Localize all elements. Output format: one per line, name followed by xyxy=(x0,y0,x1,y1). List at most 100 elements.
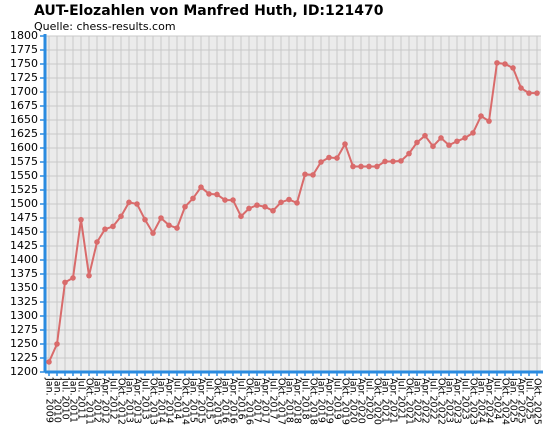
data-point xyxy=(382,158,388,165)
data-point xyxy=(526,90,532,96)
y-tick-label: 1425 xyxy=(10,239,38,252)
x-tick-label: Apr. 2013 xyxy=(132,378,143,424)
y-tick-label: 1550 xyxy=(10,169,38,182)
y-tick-label: 1625 xyxy=(10,127,38,140)
y-tick-label: 1475 xyxy=(10,211,38,224)
y-tick-label: 1250 xyxy=(10,337,38,350)
x-tick-label: Jul. 2011 xyxy=(76,377,87,420)
x-tick-label: Apr. 2020 xyxy=(356,378,367,424)
chart-subtitle: Quelle: chess-results.com xyxy=(34,20,176,33)
data-point xyxy=(142,216,148,223)
y-tick-label: 1450 xyxy=(10,225,38,238)
data-point xyxy=(62,279,68,286)
data-point xyxy=(414,139,420,146)
x-tick-label: Okt. 2021 xyxy=(404,378,415,425)
data-point xyxy=(102,226,108,232)
x-tick-label: Okt. 2011 xyxy=(84,378,95,425)
x-tick-label: Jul. 2020 xyxy=(364,377,375,420)
y-tick-label: 1775 xyxy=(10,43,38,56)
x-tick-label: Jan. 2018 xyxy=(284,377,295,423)
x-tick-label: Jan. 2020 xyxy=(348,377,359,423)
x-tick-label: Okt. 2022 xyxy=(436,378,447,425)
x-tick-label: Jan. 2022 xyxy=(412,377,423,423)
data-point xyxy=(270,207,276,214)
data-point xyxy=(214,191,220,198)
x-tick-label: Jan. 2021 xyxy=(380,377,391,423)
x-tick-label: Jan. 2011 xyxy=(68,377,79,423)
x-tick-label: Jan. 2017 xyxy=(252,377,263,423)
data-point xyxy=(254,202,260,208)
x-tick-label: Okt. 2024 xyxy=(500,378,511,425)
x-tick-label: Jul. 2010 xyxy=(60,377,71,420)
data-point xyxy=(286,196,292,203)
x-tick-label: Apr. 2024 xyxy=(484,378,495,424)
data-point xyxy=(366,163,372,170)
data-point xyxy=(406,150,412,157)
data-point xyxy=(430,143,436,150)
y-tick-label: 1225 xyxy=(10,351,38,364)
data-point xyxy=(462,135,468,141)
y-tick-label: 1700 xyxy=(10,85,38,98)
data-point xyxy=(54,341,60,347)
data-point xyxy=(222,197,228,203)
data-point xyxy=(166,222,172,229)
data-point xyxy=(206,191,212,197)
data-point xyxy=(294,200,300,206)
data-point xyxy=(278,199,284,206)
data-point xyxy=(510,65,516,71)
y-tick-label: 1325 xyxy=(10,295,38,308)
y-tick-label: 1650 xyxy=(10,113,38,126)
y-tick-label: 1200 xyxy=(10,365,38,378)
data-point xyxy=(150,230,156,236)
x-tick-label: Jul. 2013 xyxy=(140,377,151,420)
data-point xyxy=(318,159,324,165)
data-point xyxy=(302,171,308,178)
x-tick-label: Okt. 2013 xyxy=(148,378,159,425)
y-tick-label: 1525 xyxy=(10,183,38,196)
x-tick-label: Jul. 2015 xyxy=(204,377,215,420)
data-point xyxy=(470,130,476,136)
data-point xyxy=(94,239,100,245)
data-point xyxy=(358,163,364,170)
y-tick-label: 1300 xyxy=(10,309,38,322)
y-tick-label: 1575 xyxy=(10,155,38,168)
y-tick-label: 1725 xyxy=(10,71,38,84)
x-tick-label: Jan. 2010 xyxy=(52,377,63,423)
chart-title: AUT-Elozahlen von Manfred Huth, ID:12147… xyxy=(34,3,384,19)
data-point xyxy=(350,163,356,170)
x-tick-label: Jul. 2018 xyxy=(300,377,311,420)
x-tick-label: Okt. 2018 xyxy=(308,378,319,425)
x-tick-label: Apr. 2018 xyxy=(292,378,303,424)
x-tick-label: Jan. 2024 xyxy=(476,377,487,423)
x-tick-label: Jul. 2014 xyxy=(172,377,183,420)
x-tick-label: Jul. 2012 xyxy=(108,377,119,420)
x-tick-label: Apr. 2014 xyxy=(164,378,175,424)
x-tick-label: Jul. 2025 xyxy=(524,377,535,420)
x-tick-label: Okt. 2023 xyxy=(468,378,479,425)
data-point xyxy=(118,213,124,220)
data-point xyxy=(494,60,500,66)
data-point xyxy=(174,225,180,231)
data-point xyxy=(478,113,484,119)
x-tick-label: Jan. 2009 xyxy=(44,377,55,423)
data-point xyxy=(110,223,116,230)
data-point xyxy=(502,61,508,67)
data-point xyxy=(190,195,196,202)
x-tick-label: Apr. 2016 xyxy=(228,378,239,424)
y-tick-label: 1375 xyxy=(10,267,38,280)
data-point xyxy=(326,154,332,161)
data-point xyxy=(534,90,540,96)
data-point xyxy=(238,213,244,220)
y-tick-label: 1400 xyxy=(10,253,38,266)
data-point xyxy=(182,204,188,210)
x-tick-label: Apr. 2019 xyxy=(324,378,335,424)
data-point xyxy=(246,205,252,212)
data-point xyxy=(398,158,404,164)
x-tick-label: Jan. 2015 xyxy=(188,377,199,423)
x-tick-label: Jul. 2016 xyxy=(236,377,247,420)
x-tick-label: Jan. 2012 xyxy=(92,377,103,423)
y-tick-label: 1600 xyxy=(10,141,38,154)
y-tick-label: 1275 xyxy=(10,323,38,336)
data-point xyxy=(446,142,452,148)
